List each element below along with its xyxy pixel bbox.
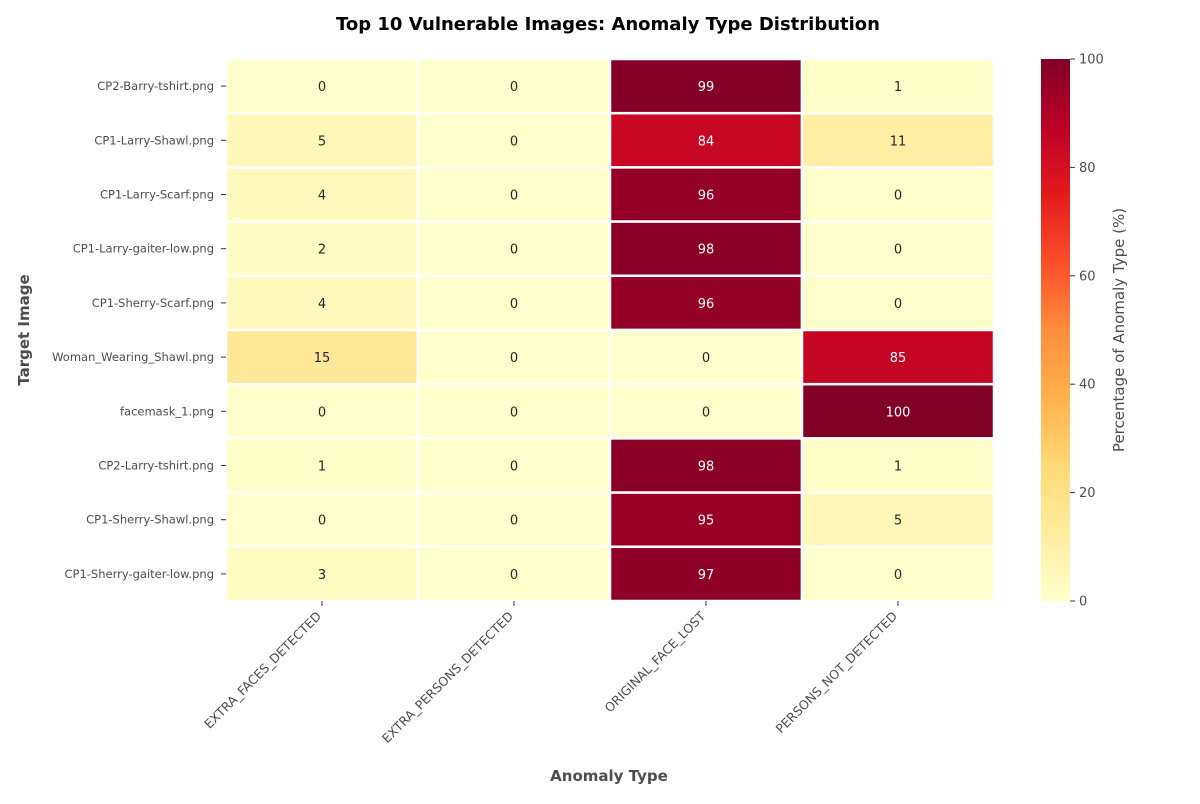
- cell-value-label: 97: [698, 568, 715, 583]
- heatmap-cell: [416, 274, 612, 332]
- cell-value-label: 15: [314, 351, 331, 366]
- cell-value-label: 11: [890, 134, 907, 149]
- x-tick-label: EXTRA_PERSONS_DETECTED: [379, 609, 516, 746]
- cell-value-label: 96: [698, 189, 715, 204]
- cell-value-label: 0: [510, 514, 518, 529]
- heatmap-cell: [416, 220, 612, 278]
- cell-value-label: 0: [894, 568, 902, 583]
- heatmap-cell: [800, 491, 996, 549]
- y-tick-label: CP1-Larry-Scarf.png: [100, 188, 214, 202]
- heatmap-cell: [416, 111, 612, 169]
- y-tick-label: Woman_Wearing_Shawl.png: [52, 350, 214, 364]
- cell-value-label: 0: [510, 568, 518, 583]
- cell-value-label: 95: [698, 514, 715, 529]
- heatmap-cell: [224, 545, 420, 603]
- cell-value-label: 0: [510, 405, 518, 420]
- colorbar-tick-label: 20: [1079, 486, 1096, 501]
- colorbar-ticks: 0 20 40 60 80 100: [1070, 53, 1104, 610]
- colorbar-tick-label: 80: [1079, 161, 1096, 176]
- heatmap-cell: [224, 437, 420, 494]
- heatmap-cell: [800, 111, 996, 169]
- cell-value-label: 85: [890, 351, 907, 366]
- cell-value-label: 0: [510, 460, 518, 475]
- cell-value-label: 3: [318, 568, 326, 583]
- cell-value-label: 0: [318, 80, 326, 95]
- cell-value-label: 5: [318, 134, 326, 149]
- heatmap-cell: [800, 328, 996, 386]
- cell-value-label: 0: [318, 405, 326, 420]
- x-axis-label: Anomaly Type: [550, 767, 668, 785]
- y-tick-label: CP2-Barry-tshirt.png: [97, 79, 214, 93]
- cell-value-label: 5: [894, 514, 902, 529]
- y-tick-label: CP1-Sherry-Scarf.png: [92, 296, 214, 310]
- y-tick-label: facemask_1.png: [120, 404, 214, 418]
- y-axis-ticks: CP2-Barry-tshirt.png CP1-Larry-Shawl.png C…: [52, 79, 226, 581]
- cell-value-label: 0: [510, 351, 518, 366]
- colorbar-label: Percentage of Anomaly Type (%): [1110, 208, 1128, 452]
- cell-value-label: 4: [318, 189, 326, 204]
- cell-value-label: 0: [702, 351, 710, 366]
- heatmap-cell: [416, 57, 612, 115]
- cell-value-label: 0: [510, 80, 518, 95]
- cell-value-label: 99: [698, 80, 715, 95]
- y-tick-label: CP2-Larry-tshirt.png: [98, 459, 214, 473]
- colorbar-tick-label: 100: [1079, 53, 1104, 68]
- colorbar-gradient: [1041, 59, 1070, 601]
- y-tick-label: CP1-Larry-Shawl.png: [94, 133, 214, 147]
- y-axis-label: Target Image: [15, 274, 33, 385]
- heatmap-cell: [416, 166, 612, 223]
- heatmap-cell: [800, 166, 996, 223]
- x-tick-label: ORIGINAL_FACE_LOST: [601, 608, 708, 715]
- y-tick-label: CP1-Larry-gaiter-low.png: [73, 242, 214, 256]
- cell-value-label: 1: [318, 460, 326, 475]
- cell-value-label: 100: [886, 405, 911, 420]
- cell-value-label: 0: [702, 405, 710, 420]
- colorbar: 0 20 40 60 80 100 Percentage of Anomaly Type …: [1041, 53, 1128, 610]
- heatmap-cell: [608, 274, 804, 332]
- x-tick-label: EXTRA_FACES_DETECTED: [201, 609, 324, 732]
- x-tick-label: PERSONS_NOT_DETECTED: [773, 609, 901, 737]
- cell-value-label: 0: [894, 297, 902, 312]
- cell-value-label: 0: [510, 297, 518, 312]
- cell-value-label: 0: [510, 189, 518, 204]
- heatmap-cell: [800, 220, 996, 278]
- colorbar-tick-label: 60: [1079, 269, 1096, 284]
- cell-value-label: 0: [894, 189, 902, 204]
- y-tick-label: CP1-Sherry-Shawl.png: [86, 513, 214, 527]
- colorbar-tick-label: 0: [1079, 595, 1087, 610]
- cell-value-label: 98: [698, 460, 715, 475]
- x-axis-ticks: EXTRA_FACES_DETECTED EXTRA_PERSONS_DETECT…: [201, 601, 900, 746]
- cell-value-label: 1: [894, 80, 902, 95]
- cell-value-label: 98: [698, 243, 715, 258]
- colorbar-tick-label: 40: [1079, 378, 1096, 393]
- cell-value-label: 0: [894, 243, 902, 258]
- cell-value-label: 0: [510, 134, 518, 149]
- heatmap-cell: [800, 57, 996, 115]
- heatmap-cell: [608, 437, 804, 494]
- cell-value-label: 4: [318, 297, 326, 312]
- cell-value-label: 84: [698, 134, 715, 149]
- heatmap-cell: [416, 328, 612, 386]
- y-tick-label: CP1-Sherry-gaiter-low.png: [65, 567, 215, 581]
- cell-value-label: 2: [318, 243, 326, 258]
- heatmap-cell: [800, 274, 996, 332]
- chart-title: Top 10 Vulnerable Images: Anomaly Type D…: [336, 14, 880, 35]
- cell-value-label: 0: [318, 514, 326, 529]
- heatmap-cell: [608, 328, 804, 386]
- cell-value-label: 0: [510, 243, 518, 258]
- heatmap-cell: [608, 382, 804, 440]
- cell-value-label: 96: [698, 297, 715, 312]
- cell-value-label: 1: [894, 460, 902, 475]
